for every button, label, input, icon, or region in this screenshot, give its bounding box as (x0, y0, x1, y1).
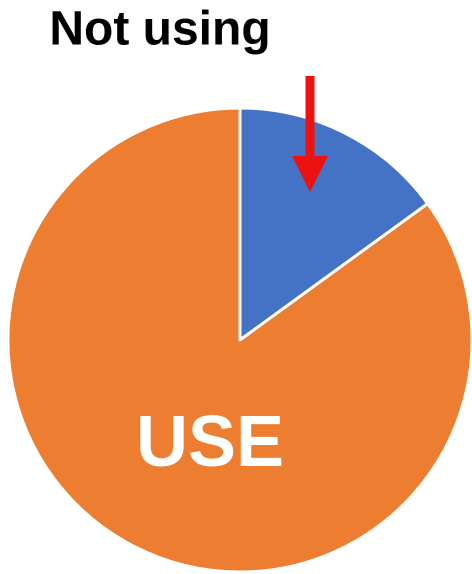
slice-label: USE (136, 402, 284, 482)
pie-slice (238, 106, 430, 342)
labels: Not using USE (49, 3, 284, 482)
arrow-head (292, 156, 328, 192)
pie-slice (6, 106, 472, 574)
slice-label: Not using (49, 3, 270, 56)
slices (6, 106, 472, 574)
arrow (292, 76, 328, 192)
